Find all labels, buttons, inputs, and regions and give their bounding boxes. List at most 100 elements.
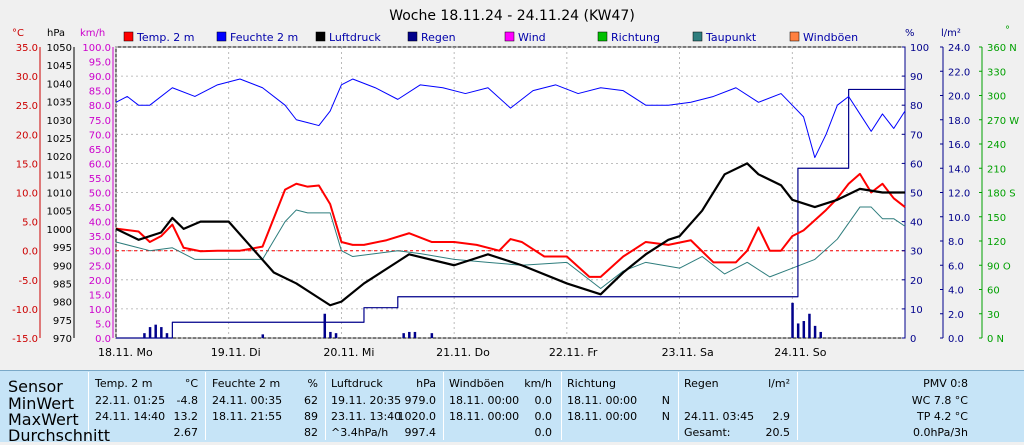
wind-axis-tick: 50.0 [89,189,111,200]
x-tick-label: 18.11. Mo [98,346,153,359]
humidity-axis-tick: 60 [910,159,923,170]
regenseries-line [116,88,905,339]
rain-bar [796,323,800,338]
column-separator [443,372,444,440]
wind-axis-tick: 95.0 [89,58,111,69]
taupunktseries-line [115,206,906,290]
pressure-axis-tick: 1035 [47,98,72,109]
legend-swatch [407,31,418,42]
stat-pmv-trend: 0.0hPa/3h [912,426,968,439]
wind-unit: km/h [80,28,105,39]
pressure-axis-tick: 975 [53,316,72,327]
legend-swatch [504,31,515,42]
direction-axis-tick: 360 N [987,43,1017,54]
rain-axis-tick: 10.0 [948,213,970,224]
stat-gust-avg: 0.0 [534,426,553,439]
wind-axis-tick: 20.0 [89,276,111,287]
stat-pres-avg: 997.4 [404,426,437,439]
rain-axis-tick: 16.0 [948,140,970,151]
stat-hum-min: 62 [304,394,318,407]
right-axes: 100908070605040302010024.022.020.018.016… [902,43,1019,345]
wind-axis-tick: 80.0 [89,101,111,112]
rain-axis-tick: 18.0 [948,116,970,127]
x-tick-label: 20.11. Mi [323,346,374,359]
legend-swatch [216,31,227,42]
humidity-axis-tick: 30 [910,247,923,258]
pressure-axis-tick: 970 [53,334,72,345]
rain-axis-tick: 12.0 [948,189,970,200]
wind-axis-tick: 65.0 [89,145,111,156]
pressure-axis-tick: 1015 [47,170,72,181]
temp-axis-tick: -5.0 [18,276,38,287]
stat-label-avg: Durchschnitt [8,426,111,445]
direction-axis-tick: 270 W [987,116,1019,127]
stat-gust-max: 0.0 [534,410,553,423]
temp-axis-tick: 15.0 [16,159,38,170]
rain-bar [430,333,434,338]
direction-axis-tick: 30 [987,310,1000,321]
rain-bar [802,321,806,338]
stat-pres-trend: ^3.4hPa/h [331,426,389,439]
direction-axis-tick: 300 [987,92,1006,103]
column-separator [678,372,679,440]
rain-axis-tick: 20.0 [948,92,970,103]
rain-bar [808,313,811,338]
temp-axis-tick: 5.0 [22,218,38,229]
rain-axis-tick: 4.0 [948,286,964,297]
direction-axis-tick: 60 [987,286,1000,297]
humidity-axis-tick: 80 [910,101,923,112]
temp-mseries-line [115,172,906,278]
wind-axis-tick: 75.0 [89,116,111,127]
direction-axis-tick: 180 S [987,189,1016,200]
rain-axis-tick: 24.0 [948,43,970,54]
pressure-axis-tick: 1010 [47,189,72,200]
stat-gust-min-date: 18.11. 00:00 [449,394,520,407]
legend-label: Wind [518,31,546,44]
legend-label: Temp. 2 m [136,31,195,44]
direction-axis-tick: 240 [987,140,1006,151]
humidity-axis-tick: 20 [910,276,923,287]
temp-unit: °C [12,28,24,39]
legend-label: Luftdruck [329,31,381,44]
chart-series [115,78,906,339]
rain-bar [148,327,152,338]
rain-bar [819,331,822,338]
stat-temp-max: 13.2 [173,410,199,423]
stat-temp-min: -4.8 [176,394,198,407]
stat-dir-header: Richtung [567,377,616,390]
stat-temp-unit: °C [184,377,198,390]
stat-rain-max: 2.9 [772,410,791,423]
pressure-axis-tick: 985 [53,279,72,290]
wind-axis-tick: 60.0 [89,159,111,170]
stat-pres-header: Luftdruck [331,377,383,390]
legend-swatch [789,31,800,42]
column-separator [88,372,89,440]
pressure-axis-tick: 1045 [47,61,72,72]
stat-temp-min-date: 22.11. 01:25 [95,394,166,407]
temp-axis-tick: 10.0 [16,189,38,200]
feuchte-mseries-line [115,78,906,159]
temp-axis-tick: -10.0 [12,305,38,316]
chart-legend: Temp. 2 m Feuchte 2 m Luftdruck Regen Wind Ri… [123,31,858,44]
humidity-axis-tick: 0 [910,334,916,345]
stat-label-sensor: Sensor [8,377,63,396]
legend-label: Richtung [611,31,660,44]
column-separator [325,372,326,440]
rain-bar [160,327,163,338]
rain-bar [413,331,417,338]
stat-dir-max-date: 18.11. 00:00 [567,410,638,423]
rain-bar [813,325,817,338]
wind-axis-tick: 40.0 [89,218,111,229]
wind-axis-tick: 35.0 [89,232,111,243]
rain-axis-tick: 6.0 [948,261,964,272]
direction-axis-tick: 0 N [987,334,1004,345]
column-separator [205,372,206,440]
rain-bar [154,324,157,338]
rain-bar [402,333,405,338]
wind-axis-tick: 0.0 [95,334,111,345]
x-tick-label: 22.11. Fr [549,346,598,359]
stat-gust-min: 0.0 [534,394,553,407]
stat-pmv-wc: WC 7.8 °C [911,394,968,407]
stat-temp-max-date: 24.11. 14:40 [95,410,166,423]
temp-axis-tick: 30.0 [16,72,38,83]
